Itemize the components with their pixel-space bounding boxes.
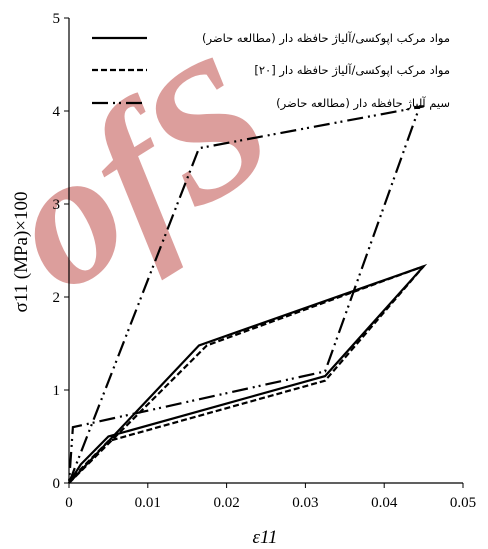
y-axis-title: σ11 (MPa)×100 [11, 191, 32, 312]
series-group [67, 105, 428, 484]
x-tick-label: 0.01 [135, 495, 161, 511]
legend: مواد مرکب اپوکسی/آلیاژ حافظه دار (مطالعه… [92, 31, 450, 111]
legend-label-3: سیم آلیاژ حافظه دار (مطالعه حاضر) [276, 96, 450, 111]
legend-label-1: مواد مرکب اپوکسی/آلیاژ حافظه دار (مطالعه… [202, 31, 450, 46]
y-tick-label: 3 [53, 197, 61, 213]
x-tick-label: 0.04 [371, 495, 398, 511]
y-tick-label: 4 [53, 104, 61, 120]
series-line-3 [67, 105, 424, 484]
watermark: ofS [0, 14, 306, 332]
x-tick-label: 0.05 [450, 495, 476, 511]
x-tick-label: 0 [65, 495, 73, 511]
y-tick-label: 2 [53, 290, 61, 306]
x-tick-label: 0.03 [292, 495, 318, 511]
y-tick-label: 0 [53, 476, 61, 492]
legend-label-2: مواد مرکب اپوکسی/آلیاژ حافظه دار [۲۰] [254, 63, 450, 78]
series-line-2 [68, 263, 428, 484]
y-tick-label: 5 [53, 11, 61, 27]
watermark-glyphs: ofS [0, 14, 306, 332]
x-axis-title: ε11 [252, 527, 277, 548]
y-tick-label: 1 [53, 383, 61, 399]
series-line-1 [68, 265, 425, 484]
x-tick-label: 0.02 [213, 495, 239, 511]
x-ticks: 0 0.01 0.02 0.03 0.04 0.05 [65, 483, 476, 511]
y-ticks: 0 1 2 3 4 5 [53, 11, 69, 492]
